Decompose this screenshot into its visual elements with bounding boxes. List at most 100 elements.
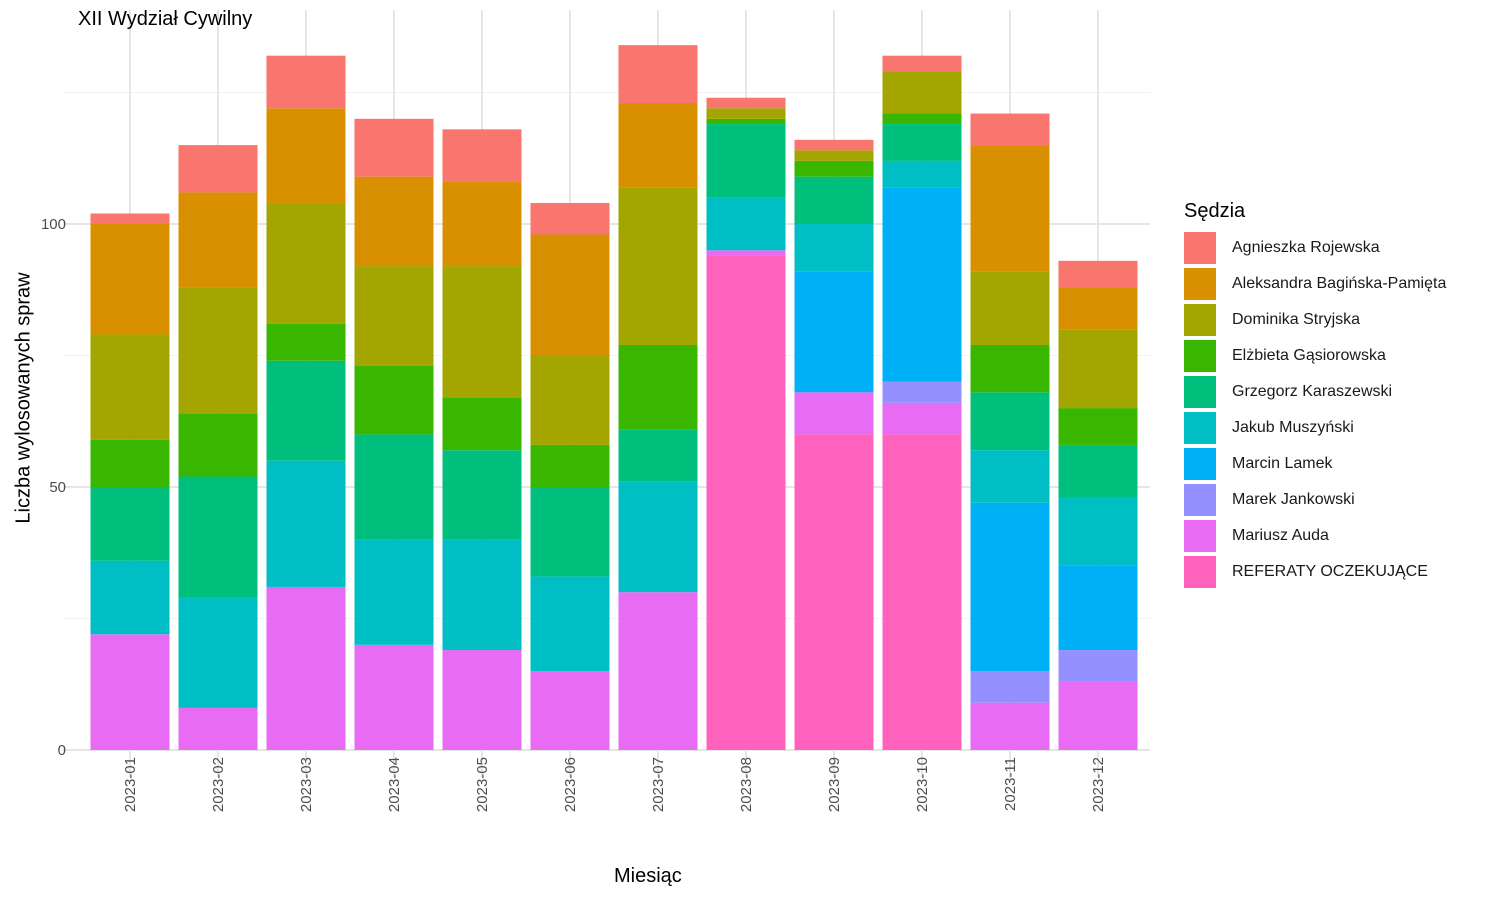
x-tick-label: 2023-04 [386,757,403,812]
legend-label: Elżbieta Gąsiorowska [1232,347,1386,364]
legend-swatch [1184,304,1216,336]
x-tick-label: 2023-12 [1090,757,1107,812]
legend-swatch [1184,448,1216,480]
bar-segment [1058,408,1138,445]
bar-segment [1058,681,1138,750]
bar-segment [970,271,1050,345]
bar-segment [1058,287,1138,330]
bar-segment [266,108,346,203]
legend-label: Dominika Stryjska [1232,311,1361,328]
bar-segment [794,150,874,161]
bar-segment [706,255,786,750]
bar-segment [618,344,698,430]
bar-segment [266,323,346,361]
bar-segment [354,434,434,540]
x-tick-label: 2023-01 [122,757,139,812]
x-tick-label: 2023-02 [210,757,227,812]
bar-segment [618,103,698,188]
bar-segment [706,118,786,125]
legend-label: Marcin Lamek [1232,455,1333,472]
bar-segment [178,192,258,288]
bar-segment [442,650,522,750]
bar-segment [266,202,346,324]
bar-segment [530,444,610,487]
bar-segment [354,539,434,645]
bar-segment [442,539,522,651]
bar-segment [90,439,170,487]
bar-segment [882,160,962,188]
legend-swatch [1184,340,1216,372]
x-tick-label: 2023-06 [562,757,579,812]
bar-segment [266,55,346,109]
legend-swatch [1184,232,1216,264]
legend-label: Jakub Muszyński [1232,419,1354,436]
bar-segment [442,450,522,540]
bar-segment [970,502,1050,672]
bar-segment [970,450,1050,503]
bar-segment [794,271,874,393]
legend-item: Aleksandra Bagińska-Pamięta [1184,266,1446,302]
y-tick-label: 50 [49,479,66,496]
bar-segment [794,434,874,750]
bar-segment [618,429,698,482]
legend-label: Agnieszka Rojewska [1232,239,1380,256]
bar-segment [178,476,258,598]
bar-segment [794,160,874,177]
chart-title: XII Wydział Cywilny [78,8,253,30]
legend-label: Grzegorz Karaszewski [1232,383,1393,400]
bar-segment [90,560,170,635]
bar-segment [90,224,170,335]
legend-title: Sędzia [1184,200,1246,222]
bar-segment [882,124,962,161]
legend-item: Marcin Lamek [1184,446,1446,482]
bar-segment [354,366,434,435]
bar-segment [970,702,1050,750]
bar-segment [706,97,786,109]
x-axis-ticks: 2023-01 2023-02 2023-03 2023-04 2023-05 2023-… [122,757,1107,812]
bar-segment [618,187,698,345]
bar-segment [882,113,962,125]
bar-segment [794,392,874,435]
bar-segment [882,71,962,114]
bar-segment [442,397,522,451]
bar-segment [266,360,346,461]
bar-segment [970,113,1050,146]
bar-segment [90,487,170,561]
x-tick-label: 2023-07 [650,757,667,812]
bar-segment [970,392,1050,451]
bar-segment [530,576,610,672]
bar-segment [442,266,522,398]
x-axis-label: Miesiąc [614,865,682,887]
bar-segment [530,234,610,356]
bar-segment [354,266,434,367]
y-axis-label: Liczba wylosowanych spraw [12,272,35,524]
legend-item: Elżbieta Gąsiorowska [1184,338,1446,374]
x-tick-label: 2023-05 [474,757,491,812]
bar-segment [706,250,786,256]
bar-segment [882,434,962,750]
legend-swatch [1184,556,1216,588]
bar-segment [1058,565,1138,651]
bar-segment [706,124,786,198]
legend-item: Agnieszka Rojewska [1184,230,1446,266]
bar-segment [266,586,346,750]
legend-label: REFERATY OCZEKUJĄCE [1232,563,1428,580]
legend-swatch [1184,520,1216,552]
x-tick-label: 2023-11 [1002,757,1019,811]
legend-swatch [1184,376,1216,408]
y-tick-label: 100 [41,216,66,233]
legend-item: Marek Jankowski [1184,482,1446,518]
bar-segment [442,129,522,182]
bar-segment [706,197,786,251]
bar-segment [1058,329,1138,409]
bar-segment [706,108,786,119]
legend-items: Agnieszka Rojewska Aleksandra Bagińska-Pa… [1184,230,1446,590]
legend-label: Marek Jankowski [1232,491,1355,508]
bar-segment [882,402,962,435]
bar-segment [178,707,258,750]
bar-segment [90,334,170,440]
bar-segment [1058,260,1138,288]
legend-swatch [1184,268,1216,300]
bar-segment [90,634,170,750]
bar-segment [530,487,610,577]
